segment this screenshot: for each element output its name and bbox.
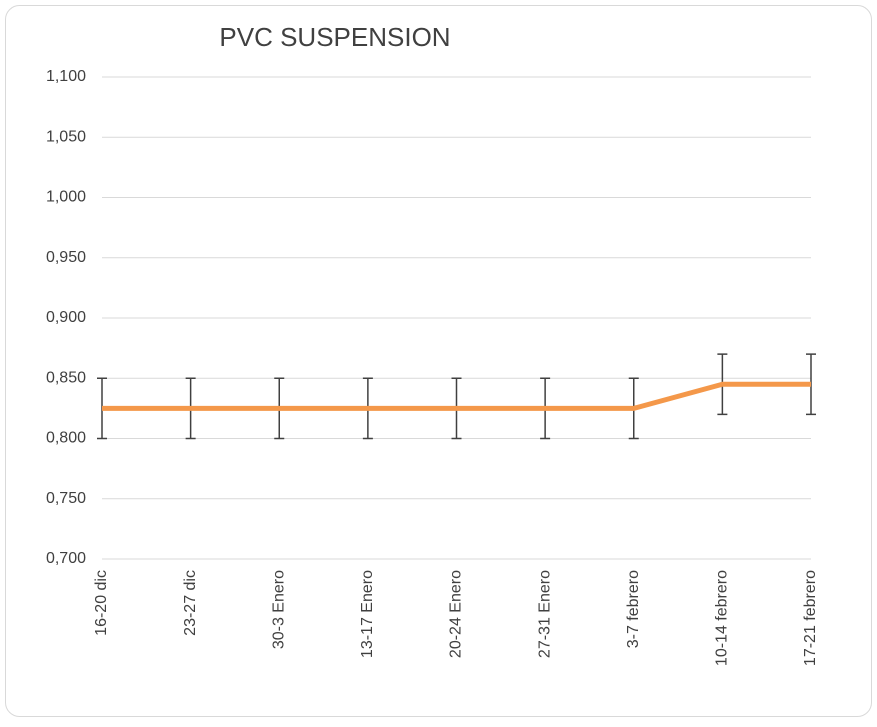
y-tick-label: 1,000 <box>46 189 86 206</box>
y-tick-label: 0,850 <box>46 369 86 386</box>
x-tick-label: 10-14 febrero <box>714 570 731 666</box>
y-tick-label: 0,950 <box>46 249 86 266</box>
x-tick-label: 27-31 Enero <box>536 570 553 658</box>
y-tick-label: 0,750 <box>46 490 86 507</box>
chart-title: PVC SUSPENSION <box>219 22 450 52</box>
x-tick-label: 30-3 Enero <box>270 570 287 649</box>
y-tick-label: 1,050 <box>46 128 86 145</box>
x-tick-label: 17-21 febrero <box>802 570 819 666</box>
y-tick-label: 1,100 <box>46 68 86 85</box>
x-tick-label: 23-27 dic <box>182 570 199 636</box>
x-tick-label: 20-24 Enero <box>448 570 465 658</box>
y-tick-label: 0,800 <box>46 430 86 447</box>
x-tick-label: 13-17 Enero <box>359 570 376 658</box>
chart-frame <box>5 5 872 717</box>
y-tick-label: 0,700 <box>46 550 86 567</box>
x-tick-label: 3-7 febrero <box>625 570 642 648</box>
x-tick-label: 16-20 dic <box>93 570 110 636</box>
series-line <box>102 381 811 411</box>
y-tick-label: 0,900 <box>46 309 86 326</box>
